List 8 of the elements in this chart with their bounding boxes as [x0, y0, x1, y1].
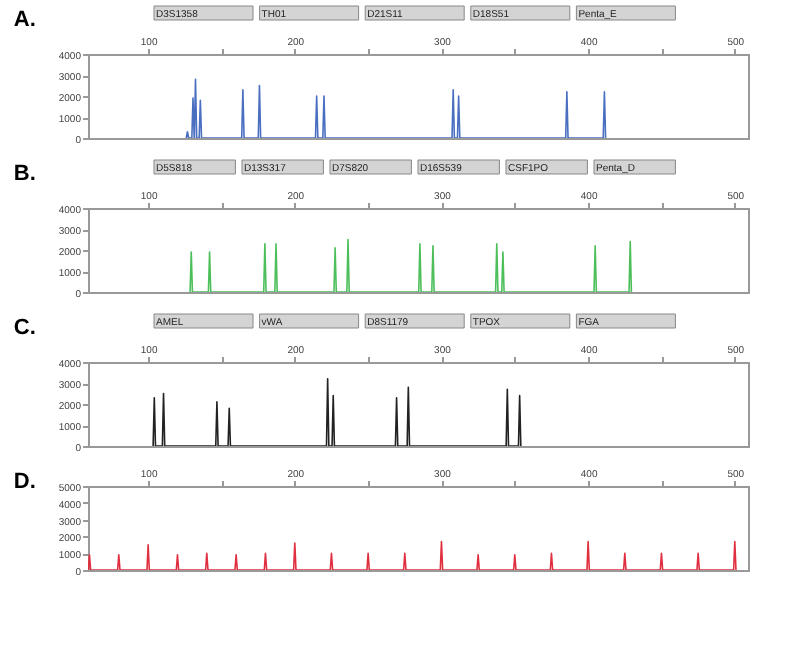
- chart-title: A.: [13, 7, 36, 32]
- chart-title: D.: [13, 470, 36, 494]
- line-series: [189, 238, 633, 292]
- line-series: [185, 78, 607, 138]
- chart-title: B.: [13, 161, 36, 186]
- line-series: [152, 378, 522, 446]
- line-series: [88, 540, 737, 570]
- chart-title: C.: [13, 315, 36, 340]
